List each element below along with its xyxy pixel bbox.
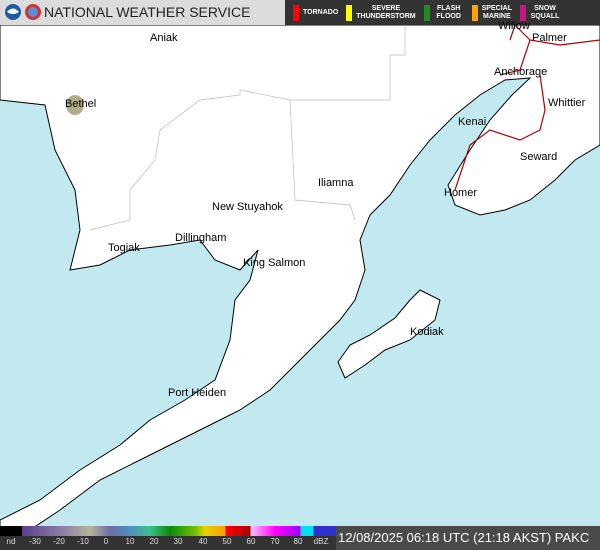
place-label: Kenai (458, 116, 487, 128)
warning-label: SNOW SQUALL (530, 4, 560, 20)
place-label: Iliamna (318, 177, 354, 189)
place-label: Bethel (65, 98, 97, 110)
place-label: King Salmon (243, 257, 306, 269)
legend-tick: dBZ (313, 537, 329, 546)
legend-tick: 50 (222, 537, 232, 546)
place-label: Whittier (548, 97, 586, 109)
place-label: Seward (520, 151, 558, 163)
radar-map[interactable] (0, 25, 600, 526)
place-label: Port Heiden (168, 387, 227, 399)
timestamp: 12/08/2025 06:18 UTC (21:18 AKST) PAKC (336, 526, 600, 550)
legend-tick: -10 (77, 537, 89, 546)
warning-color-swatch (423, 4, 430, 21)
legend-tick: 60 (246, 537, 256, 546)
warning-label: TORNADO (303, 8, 339, 16)
warning-color-swatch (519, 4, 526, 21)
legend-tick: -20 (53, 537, 65, 546)
legend-tick: 20 (149, 537, 159, 546)
legend-tick: 30 (173, 537, 183, 546)
warning-color-swatch (471, 4, 478, 21)
warning-legend: TORNADO SEVERE THUNDERSTORM FLASH FLOOD SPE… (285, 0, 600, 25)
legend-tick: 70 (270, 537, 280, 546)
warning-item: FLASH FLOOD (423, 4, 464, 21)
legend-tick: nd (6, 537, 16, 546)
warning-item: SNOW SQUALL (519, 4, 560, 21)
boundaries (89, 25, 406, 231)
legend-tick: 10 (125, 537, 135, 546)
site-title: NATIONAL WEATHER SERVICE (44, 4, 251, 20)
reflectivity-legend: nd -30 -20 -10 0 10 20 30 40 50 60 70 80 dBZ (0, 526, 336, 550)
place-label: Togiak (108, 242, 140, 254)
place-label: Homer (444, 187, 478, 199)
color-scale (0, 526, 336, 536)
warning-item: SPECIAL MARINE (471, 4, 512, 21)
place-label: New Stuyahok (212, 201, 283, 213)
warning-label: FLASH FLOOD (436, 4, 461, 20)
legend-tick: 40 (198, 537, 208, 546)
place-label: Aniak (150, 32, 178, 44)
place-label: Palmer (532, 32, 567, 44)
warning-label: SPECIAL MARINE (481, 4, 512, 20)
warning-item: TORNADO (293, 4, 339, 21)
warning-color-swatch (346, 4, 353, 21)
warning-color-swatch (293, 4, 299, 21)
radar-echo (66, 95, 84, 115)
legend-tick: 0 (103, 537, 109, 546)
place-label: Dillingham (175, 232, 227, 244)
kodiak-island (337, 289, 441, 379)
warning-item: SEVERE THUNDERSTORM (346, 4, 416, 21)
legend-tick: -30 (29, 537, 41, 546)
place-label: Kodiak (410, 326, 444, 338)
header: NATIONAL WEATHER SERVICE TORNADO SEVERE T… (0, 0, 600, 25)
warning-label: SEVERE THUNDERSTORM (356, 4, 416, 20)
roads (454, 25, 600, 191)
noaa-nws-logos (5, 4, 41, 20)
place-label: Willow (498, 20, 530, 32)
legend-tick: 80 (293, 537, 303, 546)
place-label: Anchorage (494, 66, 548, 78)
